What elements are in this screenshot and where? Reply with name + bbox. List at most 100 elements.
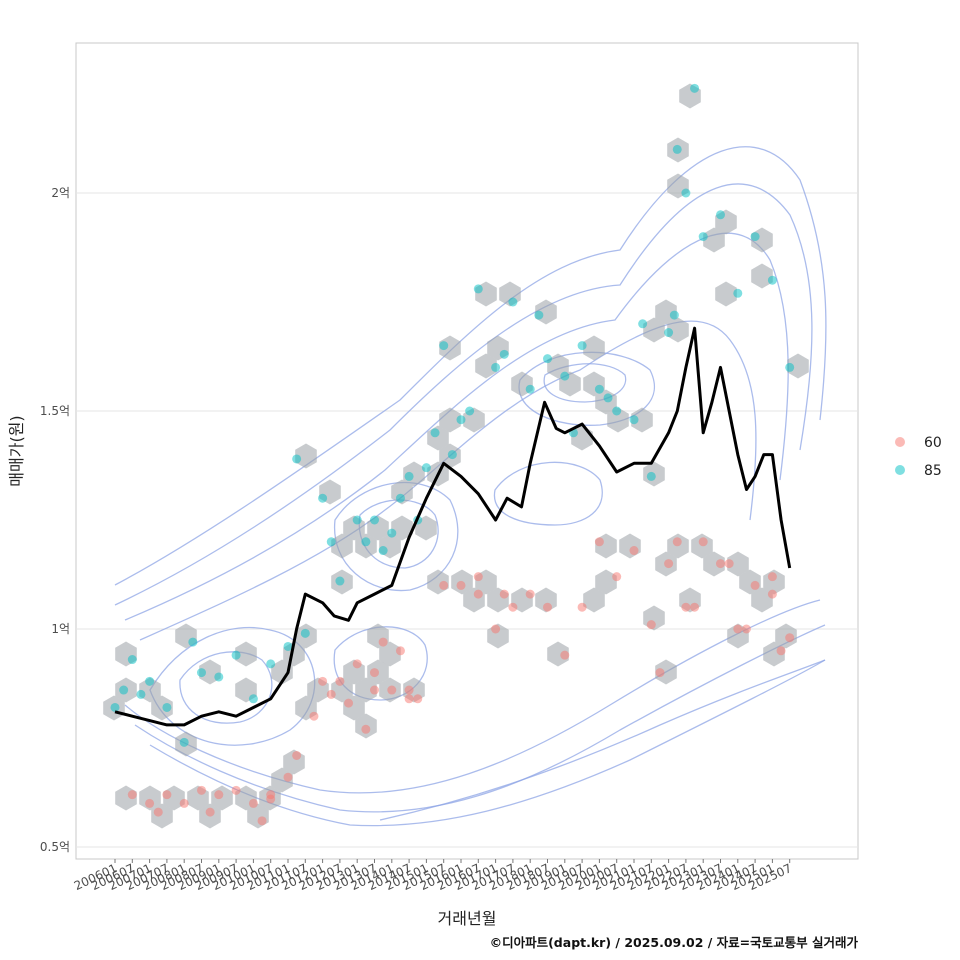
point-60 — [283, 772, 293, 782]
point-60 — [767, 572, 777, 582]
point-60 — [361, 724, 371, 734]
point-60 — [629, 546, 639, 556]
density-contours — [114, 146, 827, 827]
point-60 — [214, 790, 224, 800]
hex-bin — [751, 263, 773, 289]
density-contour — [139, 320, 757, 641]
point-85 — [439, 341, 449, 351]
point-60 — [370, 668, 379, 678]
point-85 — [214, 672, 224, 682]
point-60 — [776, 646, 786, 656]
density-contour — [543, 363, 627, 403]
point-60 — [266, 790, 276, 800]
point-60 — [491, 624, 501, 634]
hex-bin — [727, 551, 749, 577]
point-60 — [724, 559, 734, 569]
point-60 — [690, 602, 700, 612]
hex-bin — [667, 317, 689, 343]
point-60 — [257, 816, 267, 826]
point-60 — [543, 602, 552, 612]
point-60 — [370, 685, 379, 695]
point-60 — [499, 589, 509, 599]
hex-bin — [583, 335, 605, 361]
density-contour — [379, 659, 826, 821]
point-60 — [413, 694, 423, 704]
point-85 — [430, 428, 440, 438]
hex-bin — [787, 353, 809, 379]
point-85 — [543, 354, 552, 364]
hex-bin — [643, 317, 665, 343]
point-60 — [733, 624, 743, 634]
density-contour — [134, 624, 826, 813]
hex-bin — [355, 677, 377, 703]
point-85 — [603, 393, 613, 403]
point-85 — [672, 144, 682, 154]
y-axis-title: 매매가(원) — [7, 415, 26, 486]
point-60 — [292, 750, 302, 760]
point-60 — [231, 785, 241, 795]
density-contour — [149, 626, 316, 746]
point-60 — [655, 668, 665, 678]
point-60 — [153, 807, 163, 817]
point-85 — [179, 737, 189, 747]
point-85 — [127, 655, 137, 665]
point-60 — [767, 589, 777, 599]
point-60 — [352, 659, 362, 669]
point-85 — [395, 493, 405, 503]
point-60 — [473, 589, 483, 599]
density-contour — [493, 461, 603, 526]
plot-panel — [75, 42, 859, 860]
point-85 — [361, 537, 371, 547]
hex-bin — [583, 587, 605, 613]
point-85 — [387, 528, 397, 538]
point-85 — [378, 546, 388, 556]
density-contour — [114, 183, 813, 606]
hex-bin — [139, 785, 161, 811]
point-60 — [179, 798, 189, 808]
point-60 — [205, 807, 215, 817]
point-85 — [292, 454, 302, 464]
point-60 — [127, 790, 137, 800]
point-85 — [370, 515, 379, 525]
point-60 — [344, 698, 354, 708]
point-60 — [698, 537, 708, 547]
point-60 — [681, 602, 691, 612]
hex-bin — [391, 515, 413, 541]
point-60 — [716, 559, 725, 569]
point-60 — [309, 711, 319, 721]
point-85 — [560, 371, 570, 381]
trend-line — [114, 326, 792, 727]
point-85 — [785, 362, 795, 372]
point-60 — [672, 537, 682, 547]
point-85 — [456, 415, 466, 425]
hex-bin — [271, 659, 293, 685]
point-85 — [690, 83, 700, 93]
point-60 — [473, 572, 483, 582]
point-60 — [404, 685, 414, 695]
point-85 — [525, 384, 535, 394]
hex-bin — [295, 443, 317, 469]
y-axis-tick-labels: 0.5억 1억 1.5억 2억 — [40, 186, 70, 854]
point-60 — [750, 580, 760, 590]
legend-label-60: 60 — [924, 435, 942, 451]
point-60 — [785, 633, 795, 643]
point-60 — [508, 602, 518, 612]
point-85 — [197, 668, 206, 678]
point-85 — [681, 188, 691, 198]
point-85 — [646, 471, 656, 481]
point-60 — [404, 694, 414, 704]
legend-label-85: 85 — [924, 463, 942, 479]
density-contour — [114, 146, 827, 586]
point-85 — [136, 689, 146, 699]
y-tick-label: 1.5억 — [40, 404, 70, 418]
legend-key-60 — [895, 437, 905, 447]
point-85 — [499, 349, 509, 359]
hex-bin — [607, 407, 629, 433]
hex-bin — [703, 227, 725, 253]
point-85 — [283, 641, 293, 651]
hex-bin — [475, 353, 497, 379]
hex-bin — [715, 281, 737, 307]
point-85 — [421, 463, 431, 473]
point-60 — [326, 689, 336, 699]
